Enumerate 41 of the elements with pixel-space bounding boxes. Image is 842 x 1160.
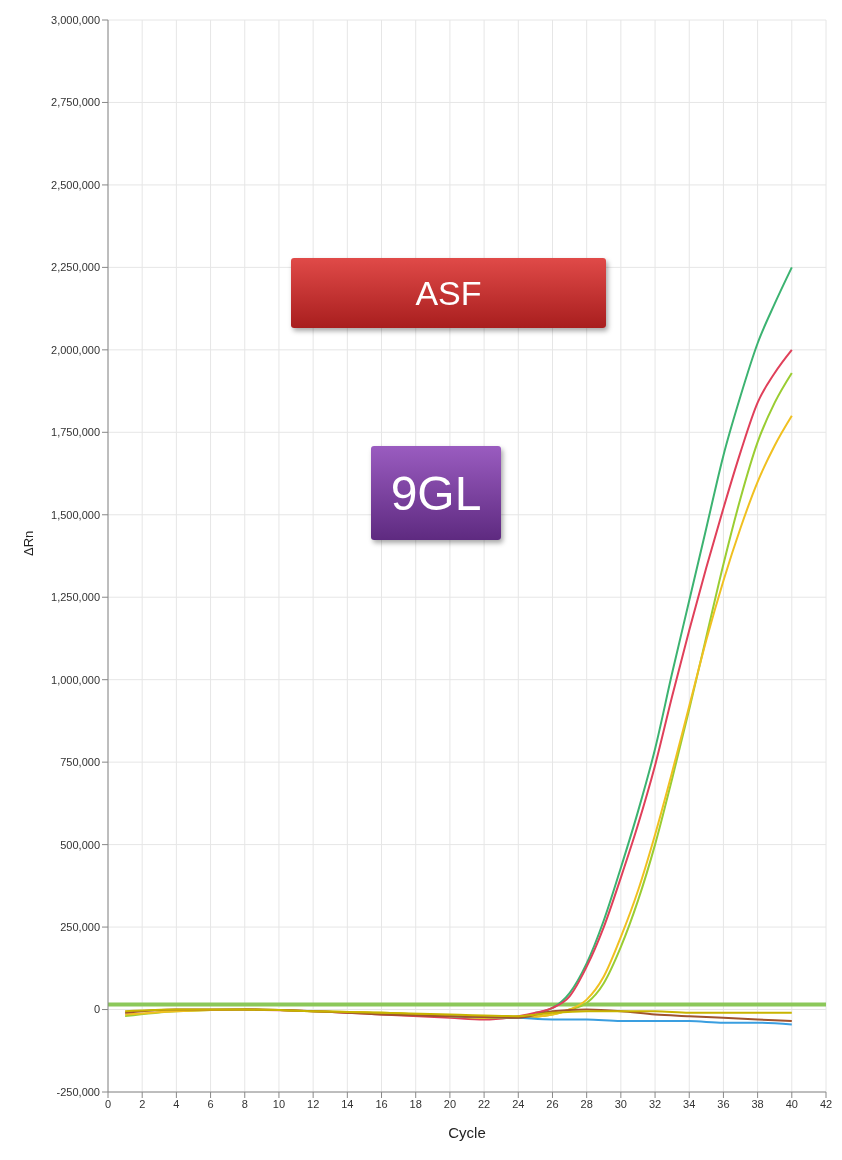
x-tick-label: 42 [819,1097,833,1110]
x-tick-label: 2 [139,1097,146,1110]
x-tick-label: 38 [751,1097,764,1110]
x-tick-label: 4 [173,1097,180,1110]
x-tick-label: 32 [648,1097,662,1110]
y-tick-label: 500,000 [60,838,100,851]
x-tick-label: 6 [207,1097,214,1110]
text-box: 9GL [371,446,501,540]
y-tick-label: -250,000 [56,1085,100,1098]
x-tick-label: 14 [341,1097,354,1110]
y-axis-title: ΔRn [20,530,36,556]
x-tick-label: 22 [477,1097,491,1110]
y-tick-label: 1,250,000 [51,591,100,604]
x-tick-label: 26 [546,1097,559,1110]
y-tick-label: 2,250,000 [51,261,100,274]
y-tick-label: 2,000,000 [51,343,100,356]
x-tick-label: 18 [409,1097,422,1110]
y-tick-label: 3,000,000 [51,13,100,26]
x-tick-label: 24 [512,1097,525,1110]
y-tick-label: 1,750,000 [51,426,100,439]
y-tick-label: 2,500,000 [51,178,100,191]
x-tick-label: 8 [241,1097,248,1110]
x-tick-label: 30 [614,1097,627,1110]
y-tick-label: 250,000 [60,920,100,933]
y-tick-label: 0 [93,1003,100,1016]
x-tick-label: 10 [272,1097,286,1110]
y-tick-label: 750,000 [60,756,100,769]
text-box: ASF [291,258,606,328]
x-tick-label: 40 [785,1097,798,1110]
x-tick-label: 12 [307,1097,320,1110]
y-tick-label: 1,000,000 [51,673,100,686]
x-tick-label: 20 [443,1097,457,1110]
x-tick-label: 0 [104,1097,112,1110]
x-axis-title: Cycle [448,1124,486,1141]
y-tick-label: 2,750,000 [51,96,100,109]
x-tick-label: 28 [580,1097,593,1110]
y-tick-label: 1,500,000 [51,508,100,521]
line-series [124,1008,793,1018]
x-tick-label: 36 [717,1097,730,1110]
x-tick-label: 16 [375,1097,388,1110]
x-tick-label: 34 [683,1097,696,1110]
